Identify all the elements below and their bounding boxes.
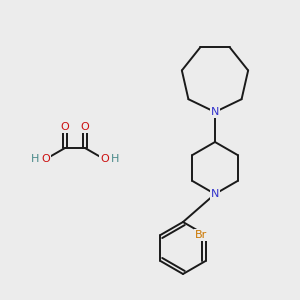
Text: H: H — [31, 154, 40, 164]
Text: O: O — [61, 122, 69, 132]
Text: O: O — [41, 154, 50, 164]
Text: H: H — [110, 154, 119, 164]
Text: O: O — [81, 122, 89, 132]
Text: N: N — [211, 189, 219, 199]
Text: Br: Br — [194, 230, 207, 240]
Text: N: N — [211, 107, 219, 117]
Text: O: O — [100, 154, 109, 164]
